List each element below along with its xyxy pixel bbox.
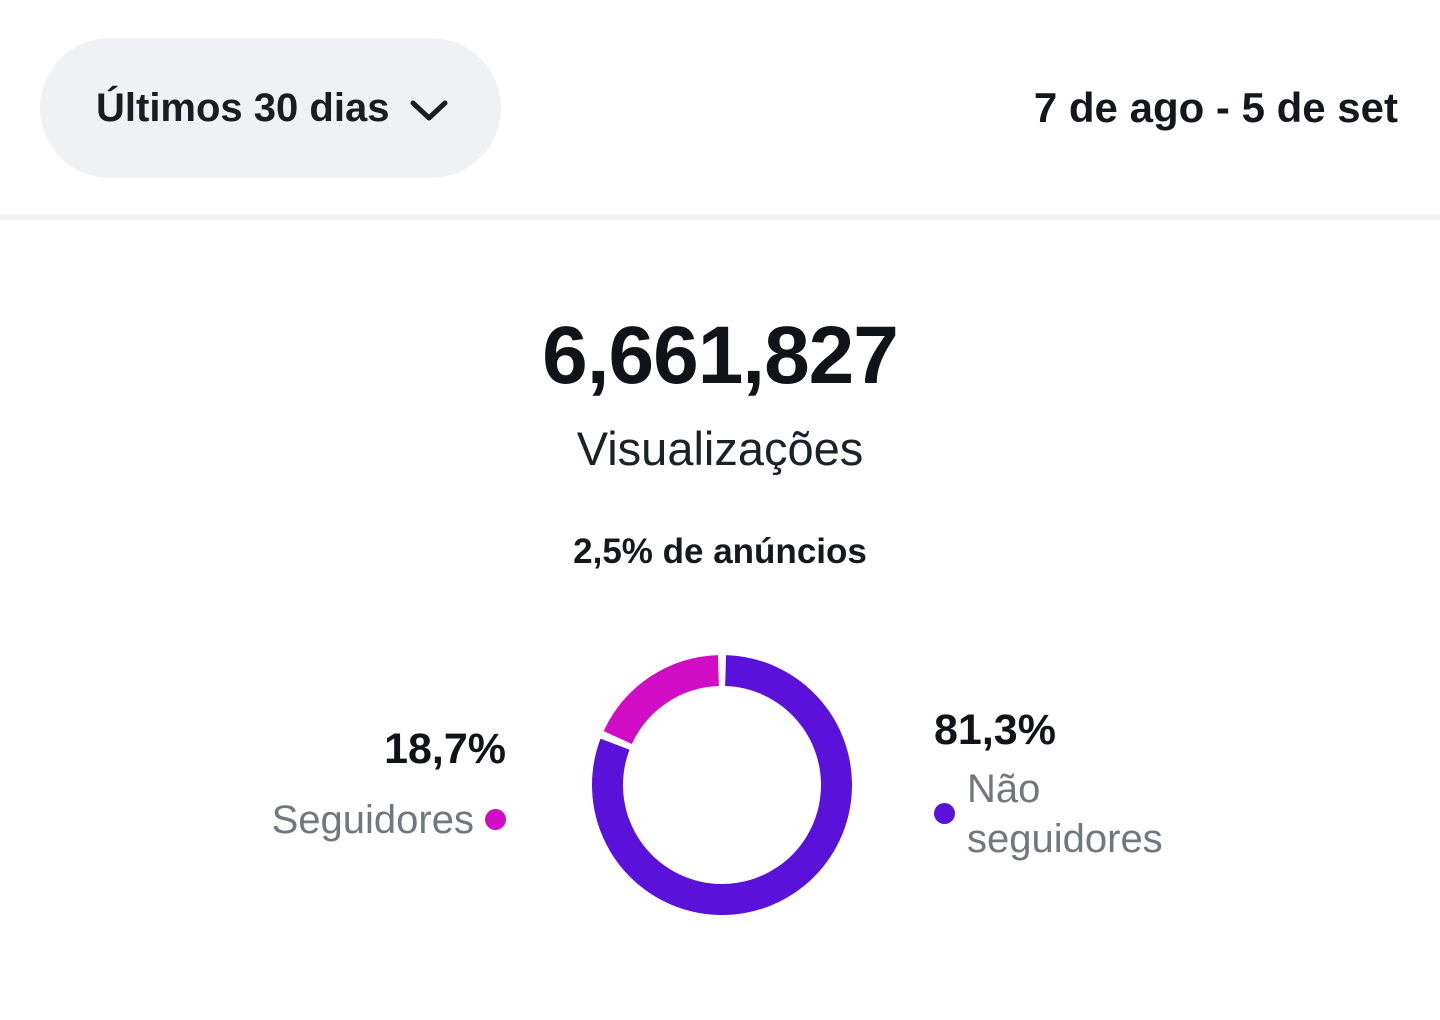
legend-dot-nao-seguidores <box>934 803 955 825</box>
chevron-down-icon <box>409 88 449 133</box>
date-filter-label: Últimos 30 dias <box>96 85 390 130</box>
views-donut-chart <box>592 655 852 915</box>
legend-nao-seguidores-percent: 81,3% <box>934 706 1056 755</box>
legend-seguidores-label: Seguidores <box>271 797 474 842</box>
legend-seguidores-row: Seguidores <box>272 795 506 845</box>
ads-percentage: 2,5% de anúncios <box>573 532 867 571</box>
legend-seguidores: 18,7% Seguidores <box>206 725 506 844</box>
donut-segment-não-seguidores <box>592 655 852 915</box>
views-summary: 6,661,827 Visualizações 2,5% de anúncios… <box>0 315 1440 915</box>
followers-breakdown: 18,7% Seguidores 81,3% Não seguidores <box>0 655 1440 915</box>
date-filter-button[interactable]: Últimos 30 dias <box>40 38 502 178</box>
legend-seguidores-percent: 18,7% <box>384 725 506 774</box>
header: Últimos 30 dias 7 de ago - 5 de set <box>0 0 1440 214</box>
legend-nao-seguidores-row: Não seguidores <box>934 764 1177 864</box>
section-divider <box>0 214 1440 220</box>
date-range-label: 7 de ago - 5 de set <box>1033 84 1398 131</box>
legend-nao-seguidores: 81,3% Não seguidores <box>934 706 1234 863</box>
donut-segment-seguidores <box>603 655 720 745</box>
views-label: Visualizações <box>576 422 864 475</box>
legend-nao-seguidores-label: Não seguidores <box>967 766 1163 861</box>
legend-dot-seguidores <box>485 809 506 831</box>
views-total: 6,661,827 <box>542 310 899 401</box>
